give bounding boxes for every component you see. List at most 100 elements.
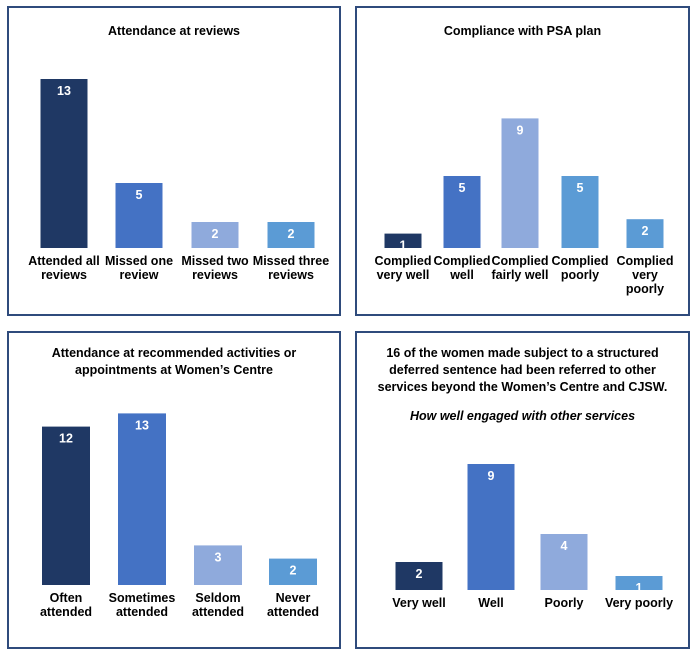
bar-value-label: 2	[642, 224, 649, 238]
bar	[118, 413, 166, 585]
category-label: Complied fairly well	[492, 254, 549, 282]
bar-value-label: 9	[517, 123, 524, 137]
bar-value-label: 2	[288, 227, 295, 241]
category-label-line: fairly well	[492, 268, 549, 282]
bar-value-label: 2	[212, 227, 219, 241]
bar-value-label: 1	[400, 239, 407, 253]
category-label: Complied well	[434, 254, 491, 282]
bar	[42, 426, 90, 585]
chart-title-line: Attendance at recommended activities or	[51, 346, 297, 360]
bar	[194, 545, 242, 585]
category-label-line: Very poorly	[605, 596, 673, 610]
bar	[191, 222, 239, 248]
category-label: Very well	[392, 596, 446, 610]
category-label: Poorly	[545, 596, 584, 610]
category-label-line: Attended all	[28, 254, 100, 268]
category-label-line: poorly	[626, 282, 664, 296]
category-label-line: reviews	[41, 268, 87, 282]
category-label-line: attended	[267, 605, 319, 619]
category-label: Missed three reviews	[253, 254, 329, 282]
category-label: Missed two reviews	[181, 254, 249, 282]
category-label-line: Very well	[392, 596, 446, 610]
category-label-line: very well	[377, 268, 430, 282]
category-label-line: attended	[116, 605, 168, 619]
category-label-line: Often	[50, 591, 83, 605]
category-label-line: attended	[192, 605, 244, 619]
category-label-line: Poorly	[545, 596, 584, 610]
chart-title: 16 of the women made subject to a struct…	[357, 345, 688, 396]
bar	[540, 534, 588, 590]
bar-value-label: 5	[136, 188, 143, 202]
category-label: Seldom attended	[192, 591, 244, 619]
category-label: Attended all reviews	[28, 254, 100, 282]
chart-panel-womens-centre-attendance: Attendance at recommended activities or …	[7, 331, 341, 649]
category-label-line: Seldom	[195, 591, 240, 605]
bar	[561, 176, 599, 248]
bar	[615, 576, 663, 590]
category-label-line: reviews	[268, 268, 314, 282]
category-label-line: Sometimes	[109, 591, 176, 605]
chart-panel-psa-compliance: Compliance with PSA plan 1 Complied very w…	[355, 6, 690, 316]
bar-value-label: 5	[459, 181, 466, 195]
category-label-line: reviews	[192, 268, 238, 282]
chart-title: Attendance at recommended activities or …	[9, 345, 339, 379]
bar-value-label: 13	[57, 84, 71, 98]
bar	[115, 183, 163, 248]
category-label-line: attended	[40, 605, 92, 619]
chart-title-line: 16 of the women made subject to a struct…	[386, 346, 659, 360]
category-label: Complied very well	[375, 254, 432, 282]
category-label-line: Missed three	[253, 254, 329, 268]
chart-title-line: deferred sentence had been referred to o…	[389, 363, 656, 377]
category-label: Complied very poorly	[617, 254, 674, 296]
category-label-line: poorly	[561, 268, 599, 282]
category-label-line: Complied	[617, 254, 674, 268]
bar-value-label: 13	[135, 418, 149, 432]
category-label-line: Missed two	[181, 254, 249, 268]
bar	[267, 222, 315, 248]
category-label: Complied poorly	[552, 254, 609, 282]
chart-title: Attendance at reviews	[108, 24, 240, 38]
bar	[40, 79, 88, 248]
bar	[467, 464, 515, 590]
bar-value-label: 12	[59, 432, 73, 446]
bar-value-label: 2	[416, 567, 423, 581]
category-label: Sometimes attended	[109, 591, 176, 619]
bar	[501, 118, 539, 249]
category-label-line: Never	[276, 591, 311, 605]
category-label-line: well	[449, 268, 474, 282]
category-label-line: Well	[478, 596, 503, 610]
bar	[443, 176, 481, 248]
bar-value-label: 5	[577, 181, 584, 195]
bar-value-label: 1	[636, 581, 643, 595]
chart-panel-attendance-reviews: Attendance at reviews 13 Attended all revi…	[7, 6, 341, 316]
chart-panel-other-services: 16 of the women made subject to a struct…	[355, 331, 690, 649]
bar-value-label: 9	[488, 469, 495, 483]
category-label-line: Complied	[552, 254, 609, 268]
bar-value-label: 3	[215, 550, 222, 564]
category-label-line: Complied	[492, 254, 549, 268]
category-label: Well	[478, 596, 503, 610]
bar-value-label: 2	[290, 564, 297, 578]
category-label-line: Complied	[434, 254, 491, 268]
bar	[395, 562, 443, 590]
category-label: Missed one review	[105, 254, 173, 282]
bar	[626, 219, 664, 248]
category-label: Never attended	[267, 591, 319, 619]
category-label: Often attended	[40, 591, 92, 619]
category-label-line: very	[632, 268, 658, 282]
chart-subtitle: How well engaged with other services	[409, 409, 636, 423]
category-label-line: review	[120, 268, 159, 282]
category-label: Very poorly	[605, 596, 673, 610]
bar	[269, 558, 317, 585]
chart-title-line: services beyond the Women’s Centre and C…	[377, 380, 668, 394]
chart-title: Compliance with PSA plan	[443, 24, 602, 38]
chart-title-line: appointments at Women’s Centre	[75, 363, 273, 377]
bar	[384, 233, 422, 248]
category-label-line: Missed one	[105, 254, 173, 268]
bar-value-label: 4	[561, 539, 568, 553]
category-label-line: Complied	[375, 254, 432, 268]
